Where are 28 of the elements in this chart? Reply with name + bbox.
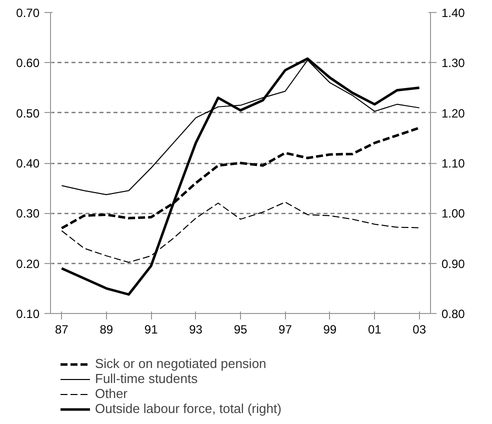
legend-label: Sick or on negotiated pension (95, 356, 266, 371)
legend-label: Outside labour force, total (right) (95, 401, 282, 416)
x-tick-label: 91 (144, 322, 158, 336)
y2-tick-label: 1.40 (442, 6, 466, 20)
y2-tick-label: 1.30 (442, 56, 466, 70)
legend-label: Full-time students (95, 371, 198, 386)
y-tick-label: 0.10 (16, 307, 40, 321)
legend-label: Other (95, 386, 128, 401)
x-tick-label: 97 (278, 322, 292, 336)
y-tick-label: 0.40 (16, 156, 40, 170)
y-tick-label: 0.50 (16, 106, 40, 120)
x-tick-label: 93 (189, 322, 203, 336)
y-tick-label: 0.20 (16, 256, 40, 271)
x-tick-label: 01 (368, 322, 382, 336)
y2-tick-label: 0.80 (442, 307, 466, 321)
y-tick-label: 0.60 (16, 56, 40, 70)
x-tick-label: 89 (100, 322, 114, 336)
y2-tick-label: 1.20 (442, 106, 466, 120)
y2-tick-label: 1.10 (442, 156, 466, 170)
x-tick-label: 03 (412, 322, 426, 336)
y2-tick-label: 1.00 (442, 206, 466, 221)
y2-tick-label: 0.90 (442, 256, 466, 271)
x-tick-label: 87 (55, 322, 69, 336)
y-tick-label: 0.30 (16, 206, 40, 221)
line-series (60, 57, 421, 296)
x-tick-label: 95 (234, 322, 248, 336)
x-tick-label: 99 (323, 322, 337, 336)
y-tick-label: 0.70 (16, 6, 40, 20)
